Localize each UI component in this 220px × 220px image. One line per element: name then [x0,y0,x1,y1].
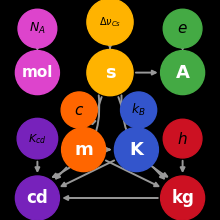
FancyArrowPatch shape [53,95,99,177]
Text: $\Delta\nu_{Cs}$: $\Delta\nu_{Cs}$ [99,15,121,29]
Circle shape [121,92,157,128]
Text: K: K [129,141,143,159]
Text: $h$: $h$ [177,131,188,147]
Circle shape [161,51,205,95]
Circle shape [15,51,59,95]
Text: $K_{cd}$: $K_{cd}$ [28,132,47,145]
Circle shape [15,176,59,220]
Text: kg: kg [171,189,194,207]
Text: $c$: $c$ [74,103,84,117]
Circle shape [61,92,97,128]
Text: m: m [74,141,93,159]
Text: $N_A$: $N_A$ [29,21,46,36]
Text: mol: mol [22,65,53,80]
Circle shape [62,128,106,172]
Circle shape [163,9,202,48]
Text: A: A [176,64,190,82]
Text: $e$: $e$ [177,21,188,36]
Circle shape [18,9,57,48]
Circle shape [114,128,158,172]
Circle shape [87,50,133,96]
Circle shape [161,176,205,220]
Text: s: s [105,64,115,82]
Circle shape [87,0,133,45]
Text: $k_B$: $k_B$ [131,102,146,118]
Circle shape [163,119,202,158]
Text: cd: cd [27,189,48,207]
Circle shape [17,118,58,159]
FancyArrowPatch shape [121,95,167,177]
